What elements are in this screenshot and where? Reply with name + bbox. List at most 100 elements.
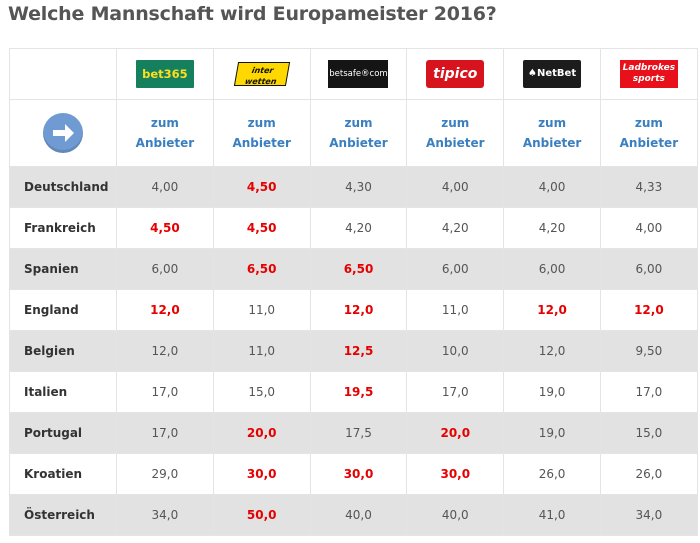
odds-cell-netbet[interactable]: 19,0 <box>503 412 601 454</box>
odds-cell-interwetten[interactable]: 11,0 <box>212 330 311 372</box>
odds-cell-belsafe[interactable]: 6,50 <box>309 248 408 290</box>
zum-anbieter-line1: zum <box>634 116 663 130</box>
zum-anbieter-link-bet365[interactable]: zum Anbieter <box>136 113 194 153</box>
odds-cell-bet365[interactable]: 17,0 <box>116 412 214 454</box>
odds-cell-tipico[interactable]: 6,00 <box>406 248 505 290</box>
zum-anbieter-line2: Anbieter <box>329 136 388 150</box>
odds-cell-netbet[interactable]: 12,0 <box>503 330 601 372</box>
ladbrokes-logo[interactable]: Ladbrokes sports <box>619 60 678 88</box>
zum-anbieter-line2: Anbieter <box>522 136 582 150</box>
odds-cell-netbet[interactable]: 41,0 <box>503 494 601 536</box>
interwetten-logo-line2: wetten <box>243 77 277 86</box>
zum-anbieter-link-interwetten[interactable]: zum Anbieter <box>232 113 290 153</box>
zum-anbieter-line1: zum <box>441 116 470 130</box>
arrow-right-circle-icon[interactable] <box>43 113 83 153</box>
odds-cell-tipico[interactable]: 30,0 <box>406 453 505 495</box>
odds-cell-netbet[interactable]: 6,00 <box>503 248 601 290</box>
odds-cell-bet365[interactable]: 6,00 <box>116 248 214 290</box>
bet365-logo[interactable]: bet365 <box>135 60 194 88</box>
odds-cell-ladbrokes[interactable]: 26,0 <box>599 453 698 495</box>
odds-table: bet365 inter wetten betsafe®com tipico ♠… <box>9 48 698 536</box>
zum-anbieter-line1: zum <box>150 116 179 130</box>
odds-cell-belsafe[interactable]: 19,5 <box>309 371 408 413</box>
odds-cell-belsafe[interactable]: 17,5 <box>309 412 408 454</box>
table-row: Frankreich 4,50 4,50 4,20 4,20 4,20 4,00 <box>9 207 698 249</box>
odds-cell-belsafe[interactable]: 12,5 <box>309 330 408 372</box>
country-cell: Österreich <box>9 494 117 536</box>
table-row: Deutschland 4,00 4,50 4,30 4,00 4,00 4,33 <box>9 166 698 208</box>
odds-cell-interwetten[interactable]: 15,0 <box>212 371 311 413</box>
odds-cell-interwetten[interactable]: 6,50 <box>212 248 311 290</box>
arrow-cell <box>9 99 117 167</box>
odds-cell-tipico[interactable]: 40,0 <box>406 494 505 536</box>
odds-cell-bet365[interactable]: 4,50 <box>116 207 214 249</box>
odds-cell-ladbrokes[interactable]: 4,33 <box>599 166 698 208</box>
zum-anbieter-link-ladbrokes[interactable]: zum Anbieter <box>620 113 678 153</box>
provider-link-cell-bet365: zum Anbieter <box>116 99 214 167</box>
odds-cell-bet365[interactable]: 4,00 <box>116 166 214 208</box>
provider-link-row: zum Anbieter zum Anbieter zum Anbieter zum Anbi… <box>9 99 698 167</box>
odds-cell-bet365[interactable]: 17,0 <box>116 371 214 413</box>
tipico-logo[interactable]: tipico <box>426 60 485 88</box>
page-title: Welche Mannschaft wird Europameister 201… <box>8 3 497 25</box>
odds-cell-belsafe[interactable]: 30,0 <box>309 453 408 495</box>
country-cell: England <box>9 289 117 331</box>
odds-cell-ladbrokes[interactable]: 4,00 <box>599 207 698 249</box>
betsafe-logo[interactable]: betsafe®com <box>328 60 389 88</box>
zum-anbieter-line2: Anbieter <box>232 136 291 150</box>
country-cell: Portugal <box>9 412 117 454</box>
zum-anbieter-line1: zum <box>344 116 373 130</box>
zum-anbieter-line2: Anbieter <box>619 136 679 150</box>
odds-cell-belsafe[interactable]: 4,30 <box>309 166 408 208</box>
zum-anbieter-line2: Anbieter <box>426 136 485 150</box>
odds-cell-tipico[interactable]: 10,0 <box>406 330 505 372</box>
bookmaker-cell-netbet: ♠NetBet <box>503 48 601 100</box>
provider-link-cell-netbet: zum Anbieter <box>503 99 601 167</box>
odds-cell-ladbrokes[interactable]: 6,00 <box>599 248 698 290</box>
odds-cell-belsafe[interactable]: 12,0 <box>309 289 408 331</box>
odds-cell-tipico[interactable]: 4,20 <box>406 207 505 249</box>
provider-link-cell-interwetten: zum Anbieter <box>212 99 311 167</box>
odds-cell-tipico[interactable]: 17,0 <box>406 371 505 413</box>
odds-cell-netbet[interactable]: 4,20 <box>503 207 601 249</box>
odds-cell-tipico[interactable]: 20,0 <box>406 412 505 454</box>
odds-cell-ladbrokes[interactable]: 17,0 <box>599 371 698 413</box>
zum-anbieter-link-netbet[interactable]: zum Anbieter <box>523 113 581 153</box>
odds-cell-netbet[interactable]: 4,00 <box>503 166 601 208</box>
odds-cell-ladbrokes[interactable]: 12,0 <box>599 289 698 331</box>
odds-cell-netbet[interactable]: 26,0 <box>503 453 601 495</box>
odds-cell-tipico[interactable]: 11,0 <box>406 289 505 331</box>
zum-anbieter-line2: Anbieter <box>135 136 195 150</box>
odds-cell-interwetten[interactable]: 11,0 <box>212 289 311 331</box>
zum-anbieter-link-tipico[interactable]: zum Anbieter <box>426 113 484 153</box>
country-cell: Italien <box>9 371 117 413</box>
zum-anbieter-link-belsafe[interactable]: zum Anbieter <box>329 113 387 153</box>
odds-cell-ladbrokes[interactable]: 9,50 <box>599 330 698 372</box>
netbet-logo[interactable]: ♠NetBet <box>523 60 582 88</box>
interwetten-logo[interactable]: inter wetten <box>233 62 290 86</box>
odds-cell-bet365[interactable]: 12,0 <box>116 330 214 372</box>
odds-cell-netbet[interactable]: 19,0 <box>503 371 601 413</box>
table-row: Spanien 6,00 6,50 6,50 6,00 6,00 6,00 <box>9 248 698 290</box>
zum-anbieter-line1: zum <box>247 116 276 130</box>
country-cell: Kroatien <box>9 453 117 495</box>
odds-cell-interwetten[interactable]: 30,0 <box>212 453 311 495</box>
odds-cell-ladbrokes[interactable]: 15,0 <box>599 412 698 454</box>
odds-cell-interwetten[interactable]: 20,0 <box>212 412 311 454</box>
odds-cell-ladbrokes[interactable]: 34,0 <box>599 494 698 536</box>
odds-cell-belsafe[interactable]: 4,20 <box>309 207 408 249</box>
odds-cell-bet365[interactable]: 29,0 <box>116 453 214 495</box>
table-row: Österreich 34,0 50,0 40,0 40,0 41,0 34,0 <box>9 494 698 536</box>
odds-cell-bet365[interactable]: 34,0 <box>116 494 214 536</box>
odds-cell-tipico[interactable]: 4,00 <box>406 166 505 208</box>
odds-cell-bet365[interactable]: 12,0 <box>116 289 214 331</box>
country-cell: Spanien <box>9 248 117 290</box>
ladbrokes-logo-line2: sports <box>632 74 665 84</box>
bookmaker-cell-betsafe: betsafe®com <box>309 48 408 100</box>
country-cell: Deutschland <box>9 166 117 208</box>
odds-cell-belsafe[interactable]: 40,0 <box>309 494 408 536</box>
odds-cell-interwetten[interactable]: 50,0 <box>212 494 311 536</box>
odds-cell-netbet[interactable]: 12,0 <box>503 289 601 331</box>
odds-cell-interwetten[interactable]: 4,50 <box>212 166 311 208</box>
odds-cell-interwetten[interactable]: 4,50 <box>212 207 311 249</box>
